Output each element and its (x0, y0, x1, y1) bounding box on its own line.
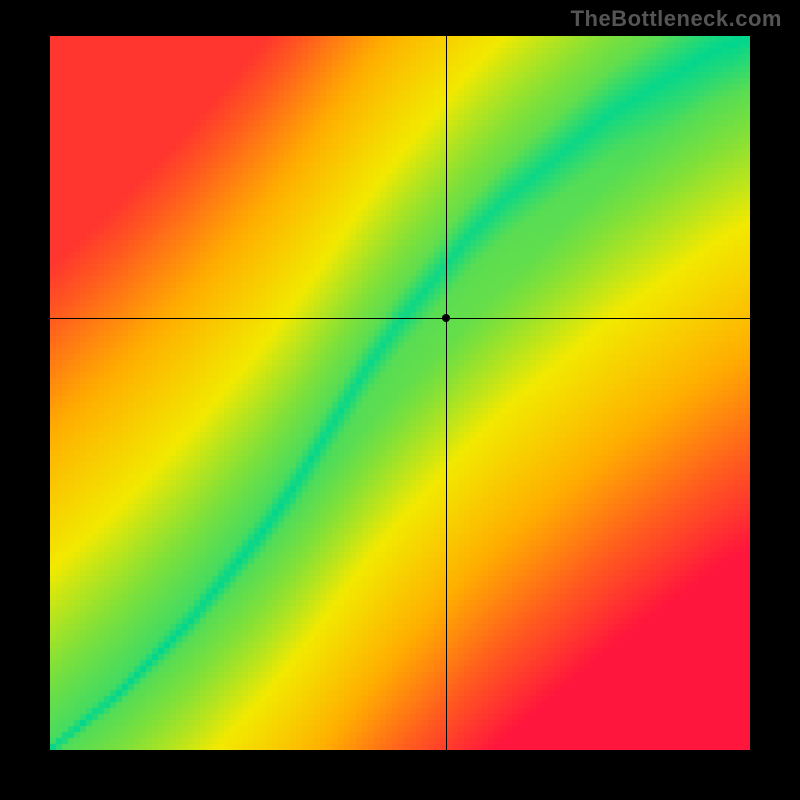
heatmap-canvas (50, 36, 750, 750)
crosshair-marker (442, 314, 450, 322)
crosshair-horizontal (50, 318, 750, 319)
watermark-text: TheBottleneck.com (571, 6, 782, 32)
heatmap-plot (50, 36, 750, 750)
crosshair-vertical (446, 36, 447, 750)
figure-root: TheBottleneck.com (0, 0, 800, 800)
